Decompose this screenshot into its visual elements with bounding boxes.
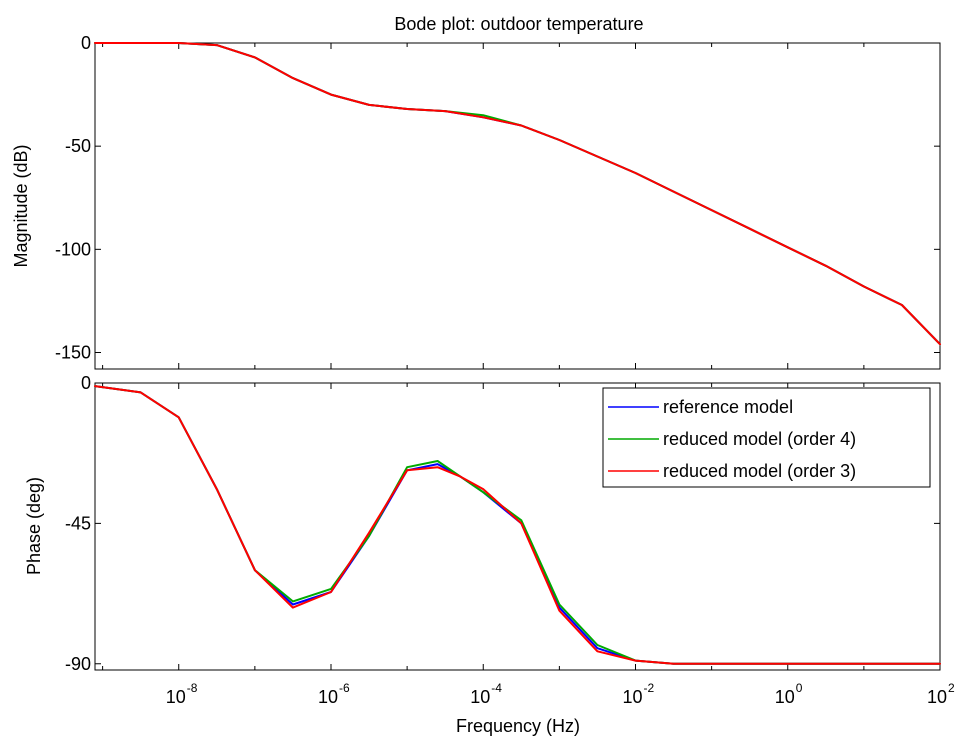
x-tick-label: 10 [775,687,795,707]
phase-ytick-label: -90 [65,654,91,674]
magnitude-panel: 0 -50 -100 -150 Magnitude (dB) [11,33,941,370]
x-tick-label: 10 [622,687,642,707]
legend: reference model reduced model (order 4) re… [602,387,931,488]
legend-label: reference model [663,397,793,417]
x-tick-exponent: -6 [339,681,350,695]
phase-ytick-label: 0 [81,373,91,393]
chart-title: Bode plot: outdoor temperature [394,14,643,34]
x-axis-label: Frequency (Hz) [456,716,580,736]
phase-ticks: 0 -45 -90 [65,373,941,674]
x-tick-exponent: -2 [643,681,654,695]
magnitude-axes-box [94,42,941,370]
x-tick-exponent: -8 [187,681,198,695]
magnitude-series-line [94,42,941,346]
x-tick-label: 10 [166,687,186,707]
x-tick-exponent: 2 [948,681,955,695]
legend-label: reduced model (order 3) [663,461,856,481]
magnitude-ylabel: Magnitude (dB) [11,144,31,267]
phase-ytick-label: -45 [65,513,91,533]
legend-label: reduced model (order 4) [663,429,856,449]
legend-items: reference model reduced model (order 4) re… [608,397,856,481]
phase-ylabel: Phase (deg) [24,477,44,575]
x-tick-label: 10 [927,687,947,707]
phase-lines [94,385,941,665]
x-tick-exponent: 0 [796,681,803,695]
magnitude-ytick-label: 0 [81,33,91,53]
x-tick-label: 10 [470,687,490,707]
magnitude-lines [94,42,941,346]
x-tick-exponent: -4 [491,681,502,695]
magnitude-ticks: 0 -50 -100 -150 [55,33,941,369]
magnitude-ytick-label: -50 [65,136,91,156]
x-tick-labels: 10 -8 10 -6 10 -4 10 -2 10 0 10 2 [166,681,955,707]
magnitude-ytick-label: -100 [55,239,91,259]
phase-series-line [94,385,941,665]
magnitude-ytick-label: -150 [55,342,91,362]
x-tick-label: 10 [318,687,338,707]
